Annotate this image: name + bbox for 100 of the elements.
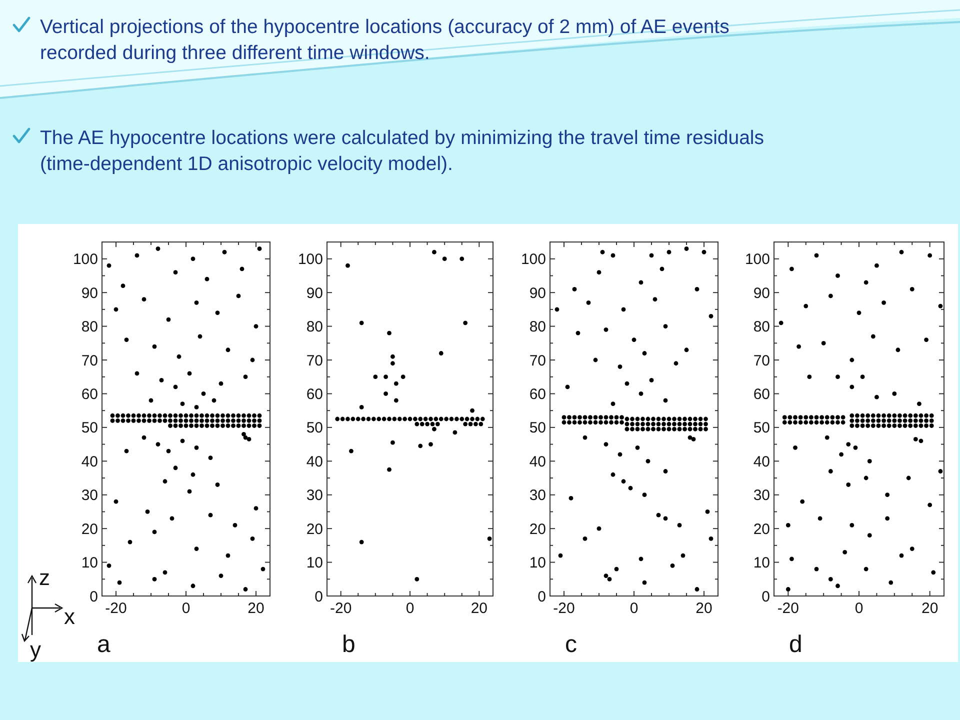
point (438, 416, 444, 422)
point (438, 351, 444, 356)
point (194, 424, 199, 428)
point (807, 374, 812, 380)
point (412, 416, 418, 422)
point (892, 413, 897, 418)
point (928, 502, 932, 508)
point (582, 415, 588, 420)
point (120, 418, 126, 423)
point (390, 440, 395, 445)
point (646, 416, 650, 422)
point (168, 424, 172, 428)
point (864, 280, 868, 285)
point (846, 482, 851, 487)
point (158, 418, 162, 423)
point (856, 310, 862, 315)
point (184, 418, 188, 423)
y-tick-label: 100 (520, 251, 546, 268)
point (614, 415, 619, 420)
point (677, 422, 682, 426)
point (126, 413, 130, 418)
point (652, 297, 658, 302)
point (624, 416, 630, 422)
point (824, 435, 830, 440)
point (226, 424, 230, 428)
point (442, 256, 447, 262)
point (359, 320, 364, 326)
point (899, 553, 904, 558)
point (870, 334, 876, 339)
point (828, 576, 833, 582)
point (808, 420, 814, 425)
point (642, 492, 647, 498)
point (938, 304, 943, 308)
point (846, 442, 851, 446)
point (850, 424, 854, 428)
point (674, 361, 678, 366)
point (635, 445, 640, 450)
point (682, 416, 687, 422)
point (376, 416, 382, 422)
point (173, 424, 178, 428)
point (596, 270, 602, 275)
point (586, 300, 591, 305)
point (423, 416, 428, 422)
point (136, 413, 141, 418)
point (640, 426, 645, 432)
x-tick-label: 0 (406, 600, 414, 617)
point (635, 416, 640, 422)
point (390, 361, 395, 366)
y-tick-label: 40 (529, 453, 546, 470)
point (452, 430, 458, 435)
point (116, 418, 120, 423)
point (790, 266, 794, 272)
point (786, 523, 790, 528)
point (572, 415, 577, 420)
point (929, 424, 934, 428)
point (184, 413, 188, 418)
point (830, 420, 835, 425)
point (640, 422, 645, 426)
point (688, 416, 692, 422)
point (210, 418, 214, 423)
point (820, 420, 824, 425)
point (110, 413, 115, 418)
point (474, 422, 478, 426)
point (656, 422, 661, 426)
point (435, 422, 440, 426)
point (663, 516, 668, 521)
point (682, 426, 687, 432)
point (624, 422, 630, 426)
point (257, 424, 262, 428)
point (464, 416, 470, 422)
text: Vertical projections of the hypocentre locations (accuracy of 2 mm) of AE events recorded during three different time windows. (40, 16, 730, 64)
point (808, 415, 814, 420)
point (906, 476, 911, 480)
point (252, 413, 256, 418)
y-tick-label: 100 (298, 251, 323, 268)
point (390, 354, 395, 359)
point (918, 418, 924, 423)
point (782, 420, 787, 425)
y-tick-label: 80 (753, 318, 770, 336)
point (204, 424, 210, 428)
point (814, 566, 819, 572)
point (356, 416, 360, 422)
point (624, 426, 630, 432)
point (478, 422, 484, 426)
point (698, 416, 703, 422)
point (793, 415, 798, 420)
point (252, 424, 256, 428)
point (588, 415, 592, 420)
point (796, 344, 801, 349)
x-tick-label: 0 (630, 600, 638, 617)
point (632, 338, 636, 342)
point (373, 374, 378, 380)
point (402, 416, 408, 422)
point (642, 580, 647, 585)
point (677, 426, 682, 432)
point (839, 452, 844, 457)
point (604, 415, 608, 420)
point (470, 408, 474, 413)
point (640, 416, 645, 422)
point (684, 246, 689, 251)
